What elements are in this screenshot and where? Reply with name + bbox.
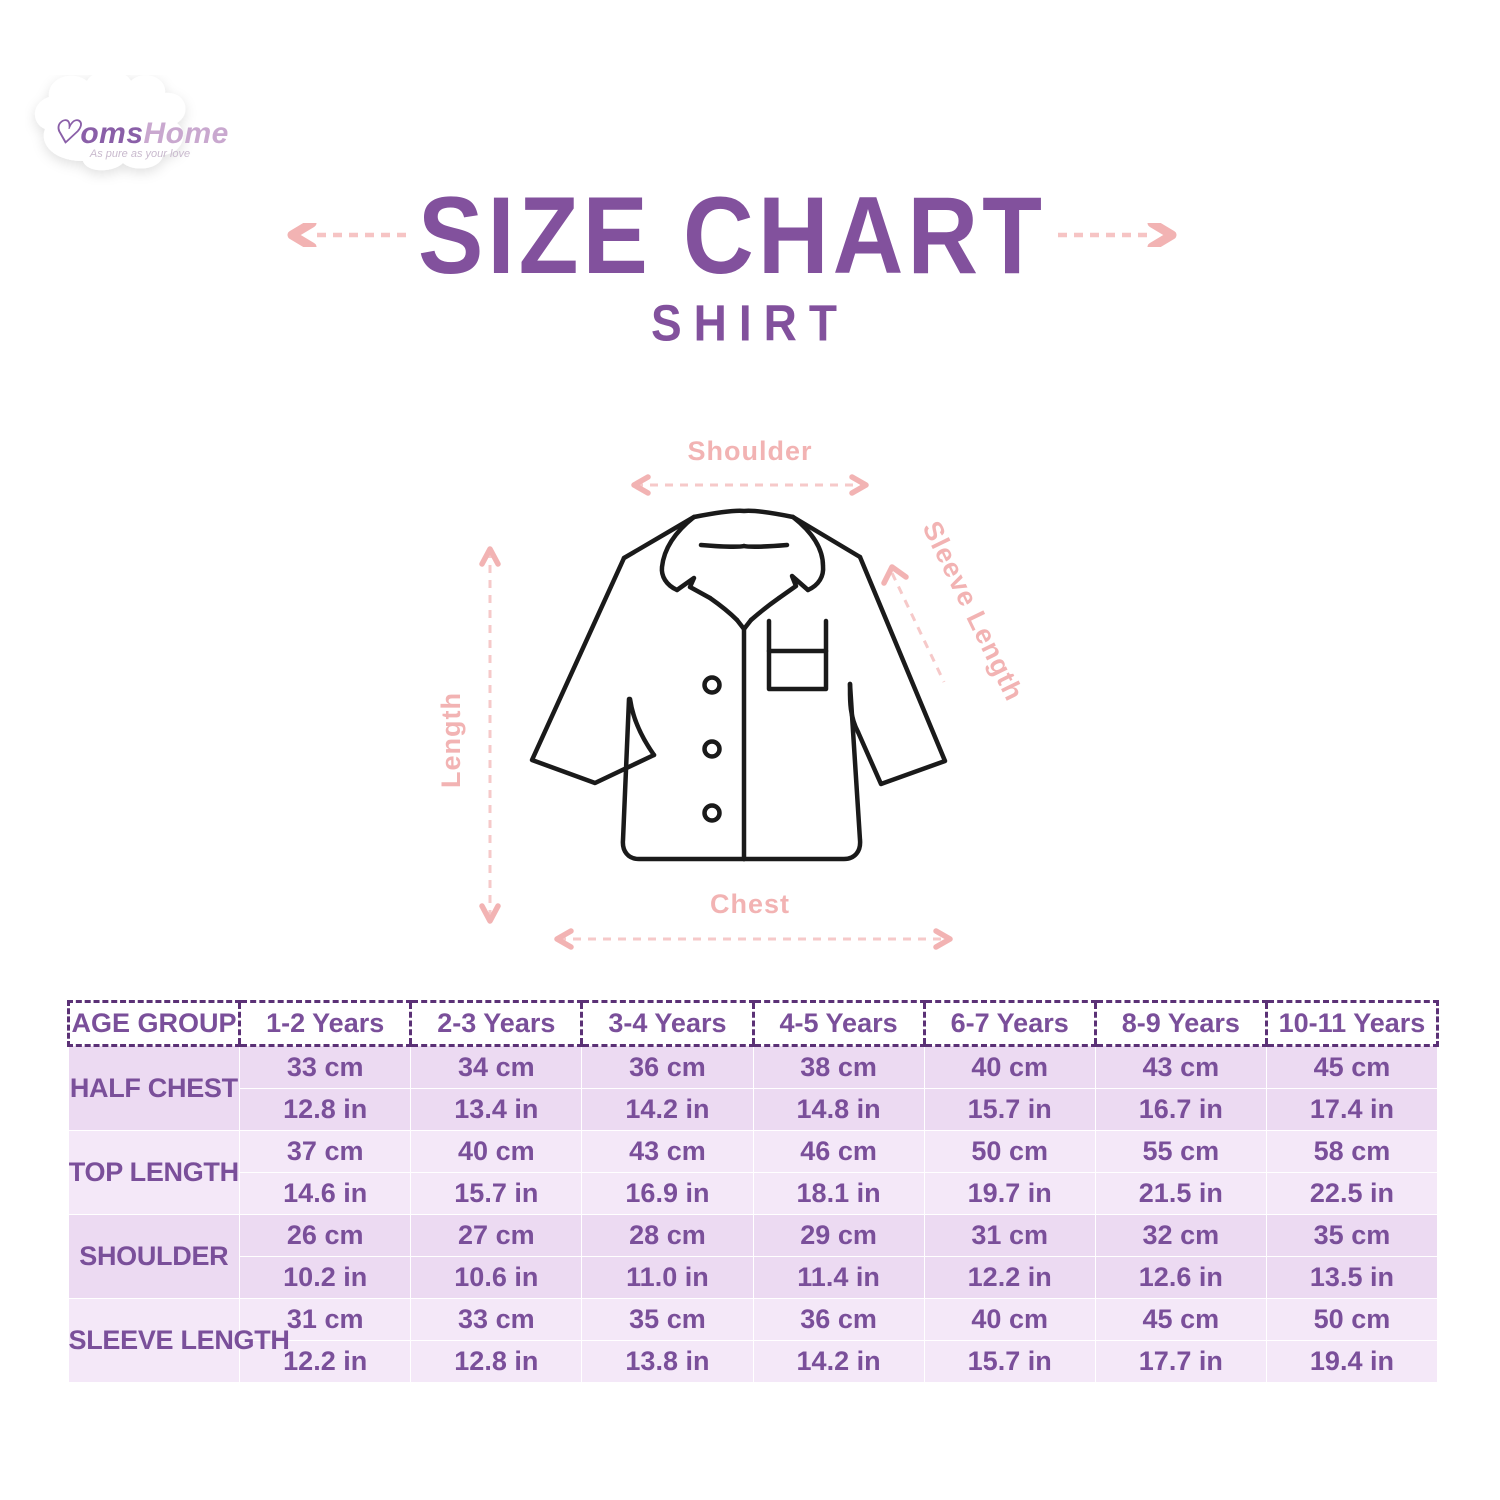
svg-text:Shoulder: Shoulder — [687, 436, 812, 466]
svg-text:Sleeve Length: Sleeve Length — [917, 516, 1030, 705]
svg-text:Length: Length — [436, 692, 466, 788]
svg-text:Chest: Chest — [710, 889, 790, 919]
